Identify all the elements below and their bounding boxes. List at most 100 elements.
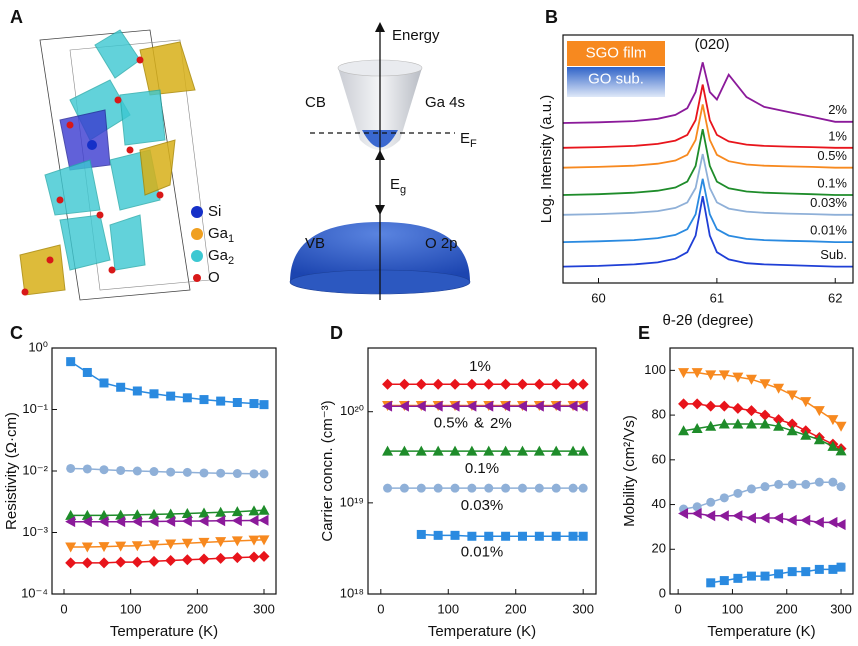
marker: [259, 469, 269, 479]
marker: [165, 555, 177, 567]
panel-label: C: [10, 323, 23, 343]
marker: [248, 551, 260, 563]
marker: [813, 516, 824, 528]
marker: [215, 515, 226, 527]
marker: [533, 400, 544, 412]
marker: [800, 397, 812, 408]
atom-swatch: [191, 206, 203, 218]
marker: [115, 509, 127, 520]
marker: [800, 514, 811, 526]
marker: [131, 516, 142, 528]
marker: [567, 445, 579, 456]
marker: [718, 400, 730, 412]
atom-label: O: [208, 269, 220, 286]
series-label: 2%: [828, 102, 847, 117]
marker: [398, 400, 409, 412]
marker: [719, 493, 729, 503]
band-label: Ga 4s: [425, 94, 465, 111]
marker: [65, 516, 76, 528]
marker: [182, 393, 192, 403]
marker: [550, 445, 562, 456]
marker: [760, 482, 770, 492]
series-label: 0.1%: [465, 460, 499, 477]
marker: [182, 467, 192, 477]
marker: [165, 515, 176, 527]
marker: [382, 445, 394, 456]
marker: [500, 445, 512, 456]
marker: [66, 357, 76, 367]
marker: [760, 571, 770, 581]
atom-label: Si: [208, 203, 221, 220]
marker: [398, 445, 410, 456]
x-tick-label: 200: [186, 601, 208, 616]
marker: [132, 466, 142, 476]
marker: [801, 567, 811, 577]
marker: [500, 400, 511, 412]
marker: [231, 506, 243, 517]
x-tick-label: 300: [253, 601, 275, 616]
x-tick-label: 0: [60, 601, 67, 616]
marker: [98, 557, 110, 569]
marker: [483, 445, 495, 456]
band-label: CB: [305, 94, 326, 111]
panel-label: D: [330, 323, 343, 343]
marker: [517, 483, 527, 493]
marker: [199, 468, 209, 478]
y-tick-label: 0: [659, 585, 666, 600]
marker: [732, 418, 744, 429]
marker: [516, 378, 528, 390]
marker: [800, 429, 812, 440]
y-tick-label: 10⁻⁴: [21, 585, 48, 600]
annotation: &: [474, 414, 484, 431]
marker: [533, 378, 545, 390]
gap-sub: g: [400, 184, 406, 196]
annotation: (020): [694, 36, 729, 53]
series-label: 0.01%: [810, 223, 847, 238]
atom-sub: 2: [228, 255, 234, 267]
marker: [466, 378, 478, 390]
atom-swatch: [191, 228, 203, 240]
series-line: [562, 84, 853, 149]
marker: [828, 477, 838, 487]
marker: [216, 468, 226, 478]
marker: [835, 519, 846, 531]
marker: [786, 418, 798, 430]
band-diagram: [289, 22, 471, 300]
marker: [148, 540, 160, 551]
marker: [432, 378, 444, 390]
marker: [745, 512, 756, 524]
marker: [773, 420, 785, 431]
y-tick-label: 10¹⁹: [340, 494, 364, 509]
marker: [732, 510, 743, 522]
marker: [148, 555, 160, 567]
crystal-structure: [19, 29, 211, 301]
marker: [382, 400, 393, 412]
y-tick-label: 10⁻²: [22, 462, 48, 477]
marker: [216, 396, 226, 406]
x-tick-label: 60: [591, 290, 605, 305]
marker: [774, 479, 784, 489]
x-tick-label: 100: [722, 601, 744, 616]
marker: [181, 538, 193, 549]
series-line: [562, 196, 853, 268]
marker: [551, 483, 561, 493]
series-label: 0.1%: [817, 175, 847, 190]
marker: [501, 531, 511, 541]
marker: [115, 516, 126, 528]
atom-label: Ga2: [208, 247, 234, 267]
marker: [568, 483, 578, 493]
marker: [567, 378, 579, 390]
marker: [534, 531, 544, 541]
marker: [706, 578, 716, 588]
marker: [416, 483, 426, 493]
marker: [501, 483, 511, 493]
marker: [718, 418, 730, 429]
marker: [692, 502, 702, 512]
atom-name: O: [208, 269, 220, 286]
marker: [99, 378, 109, 388]
marker: [116, 465, 126, 475]
marker: [568, 531, 578, 541]
marker: [732, 372, 744, 383]
marker: [745, 374, 757, 385]
marker: [416, 529, 426, 539]
